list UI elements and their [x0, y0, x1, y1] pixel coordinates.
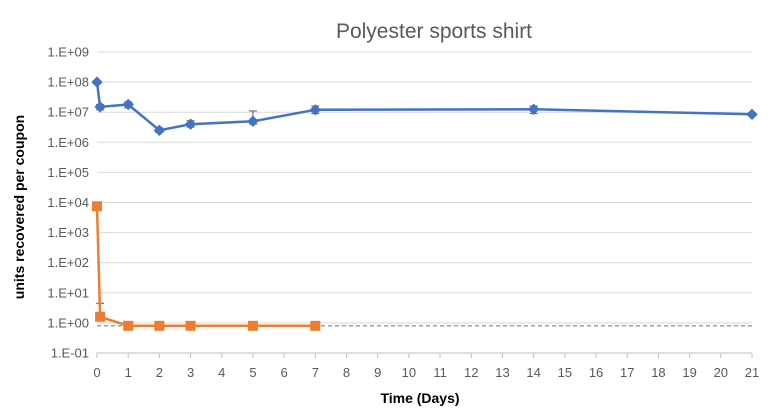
data-point	[184, 118, 197, 130]
series-layer	[91, 76, 758, 331]
y-tick-label: 1.E+01	[47, 285, 89, 300]
x-tick-label: 10	[402, 365, 416, 380]
x-tick-labels: 0 1 2 3 4 5 6 7 8 9 10 11 12 13 14 15 16 17 18 19 20 21	[93, 365, 759, 380]
chart-title: Polyester sports shirt	[336, 20, 532, 43]
x-tick-label: 2	[156, 365, 163, 380]
y-tick-label: 1.E+05	[47, 165, 89, 180]
axes	[96, 352, 753, 358]
y-tick-label: 1.E+07	[47, 105, 89, 120]
series-1	[91, 76, 758, 137]
x-tick-label: 7	[312, 365, 319, 380]
data-point	[309, 104, 322, 116]
data-point	[247, 320, 258, 331]
x-tick-label: 8	[343, 365, 350, 380]
x-tick-label: 5	[249, 365, 256, 380]
x-tick-label: 17	[620, 365, 634, 380]
x-tick-label: 19	[682, 365, 696, 380]
y-tick-label: 1.E+06	[47, 135, 89, 150]
data-point	[91, 76, 103, 88]
x-tick-label: 16	[589, 365, 603, 380]
grid	[97, 51, 752, 324]
data-point	[122, 98, 134, 111]
data-point	[527, 103, 540, 115]
series-line	[95, 206, 316, 328]
x-tick-label: 14	[526, 365, 540, 380]
series-2	[92, 201, 321, 331]
data-point	[123, 320, 134, 331]
x-tick-label: 15	[558, 365, 572, 380]
x-tick-label: 21	[745, 365, 759, 380]
y-tick-label: 1.E+09	[47, 45, 89, 60]
y-tick-label: 1.E-01	[51, 346, 89, 361]
data-point	[95, 311, 106, 322]
data-point	[310, 320, 321, 331]
y-axis-title: units recovered per coupon	[11, 115, 27, 299]
data-point	[185, 320, 196, 331]
y-tick-label: 1.E+03	[47, 225, 89, 240]
y-tick-label: 1.E+02	[47, 255, 89, 270]
data-point	[94, 101, 106, 113]
x-tick-label: 4	[218, 365, 225, 380]
x-tick-label: 0	[93, 365, 100, 380]
x-tick-label: 12	[464, 365, 478, 380]
data-point	[92, 201, 102, 212]
x-tick-label: 20	[714, 365, 728, 380]
data-point	[746, 108, 758, 121]
y-tick-label: 1.E+00	[47, 315, 89, 330]
x-tick-label: 1	[125, 365, 132, 380]
y-tick-labels: 1.E-01 1.E+00 1.E+01 1.E+02 1.E+03 1.E+04 1.E+…	[47, 45, 89, 361]
y-tick-label: 1.E+04	[47, 195, 89, 210]
x-axis-title: Time (Days)	[380, 390, 459, 406]
x-tick-label: 6	[281, 365, 288, 380]
data-point	[153, 124, 166, 137]
x-tick-label: 13	[495, 365, 509, 380]
data-point	[154, 320, 165, 331]
x-tick-label: 18	[651, 365, 665, 380]
series-line	[95, 81, 753, 132]
x-tick-label: 11	[433, 365, 447, 380]
y-tick-label: 1.E+08	[47, 75, 89, 90]
x-tick-label: 9	[374, 365, 381, 380]
x-tick-label: 3	[187, 365, 194, 380]
data-point	[247, 115, 259, 127]
